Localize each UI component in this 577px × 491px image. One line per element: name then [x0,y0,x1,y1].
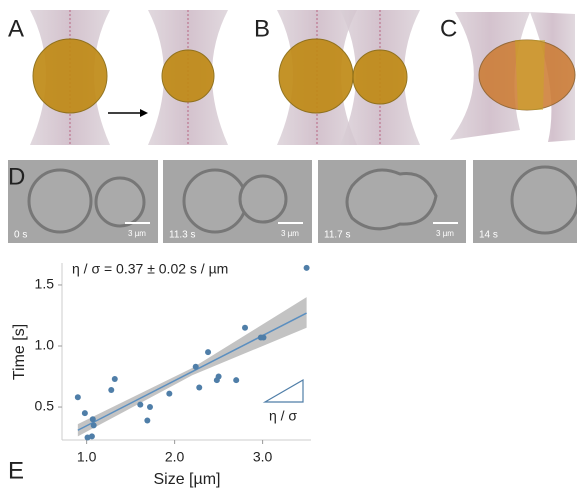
data-point [242,325,248,331]
data-point [216,374,222,380]
y-axis-label: Time [s] [11,324,28,380]
y-tick-label: 0.5 [35,398,55,414]
figure: A B C D E 0 s 11.3 s 11.7 s 14 s 3 µm 3 … [0,0,577,491]
panel-label: C [440,15,457,42]
data-point [144,417,150,423]
x-tick-label: 2.0 [165,449,185,465]
frame-time: 11.3 s [169,230,196,241]
data-point [112,376,118,382]
annotation: η / σ = 0.37 ± 0.02 s / µm [72,261,228,277]
scale-bar-label: 3 µm [436,229,454,238]
frame-time: 11.7 s [324,230,351,241]
slope-triangle [265,380,303,402]
data-point [147,404,153,410]
y-tick-label: 1.0 [35,337,55,353]
data-point [166,391,172,397]
data-point [89,433,95,439]
data-point [193,364,199,370]
data-point [260,334,266,340]
data-point [205,349,211,355]
y-tick-label: 1.5 [35,276,55,292]
data-point [91,422,97,428]
frame-time: 14 s [479,230,498,241]
scale-bar-label: 3 µm [128,229,146,238]
x-axis-label: Size [µm] [153,471,220,488]
panel-c-drawing [450,12,575,142]
data-point [233,377,239,383]
panel-label: D [8,163,25,190]
data-point [82,410,88,416]
data-point [75,394,81,400]
data-point [196,385,202,391]
slope-label: η / σ [269,408,297,424]
x-tick-label: 3.0 [253,449,273,465]
panel-label: E [8,457,24,484]
panel-b-drawing [277,10,420,145]
panel-label: B [254,15,270,42]
panel-label: A [8,15,24,42]
scale-bar-label: 3 µm [281,229,299,238]
panel-a-drawing [30,10,228,145]
data-point [137,402,143,408]
data-point [108,387,114,393]
data-point [304,265,310,271]
page: A B C D E 0 s 11.3 s 11.7 s 14 s 3 µm 3 … [0,0,577,491]
frame-time: 0 s [14,230,27,241]
x-tick-label: 1.0 [77,449,97,465]
data-point [90,416,96,422]
